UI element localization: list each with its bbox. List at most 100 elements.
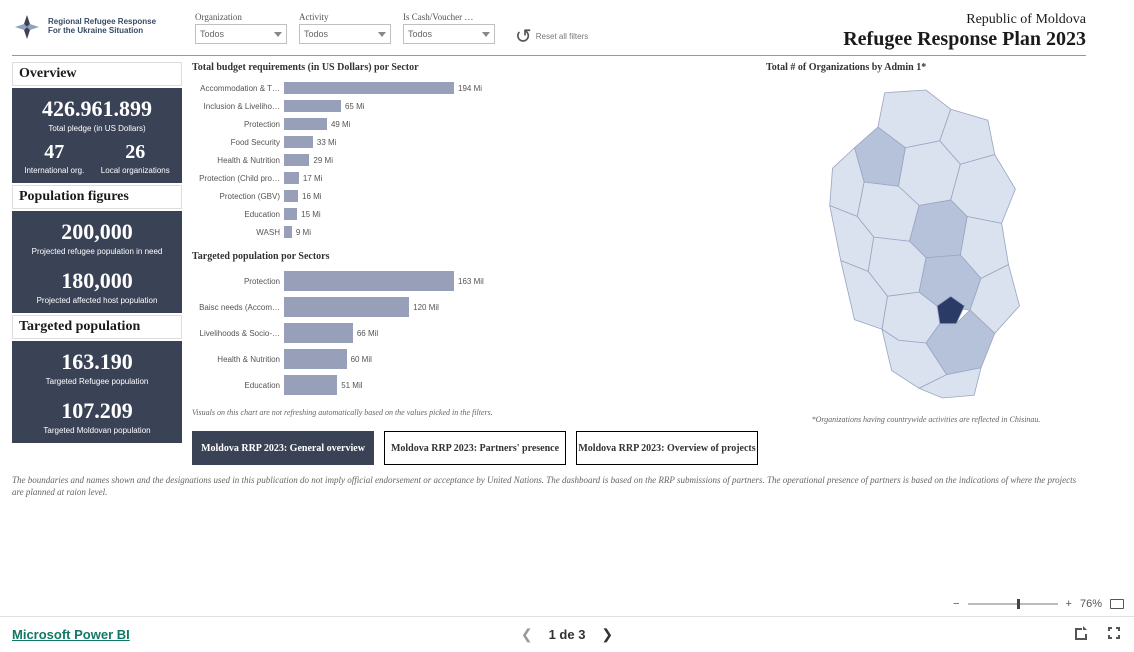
bar-row[interactable]: Protection 49 Mi — [192, 115, 758, 133]
bar-row[interactable]: WASH9 Mi — [192, 223, 758, 241]
powerbi-link[interactable]: Microsoft Power BI — [12, 627, 130, 642]
bar-fill — [284, 375, 337, 395]
tab-1[interactable]: Moldova RRP 2023: Partners' presence — [384, 431, 566, 465]
fullscreen-icon[interactable] — [1106, 625, 1122, 644]
bar-row[interactable]: Education51 Mil — [192, 372, 758, 398]
target-refugee-value: 163.190 — [16, 349, 178, 375]
population-chart-title: Targeted population por Sectors — [192, 251, 758, 262]
chevron-down-icon — [378, 32, 386, 37]
bar-label: Protection (GBV) — [192, 192, 284, 201]
chevron-down-icon — [482, 32, 490, 37]
bar-value: 15 Mi — [301, 210, 321, 219]
budget-chart[interactable]: Accommodation & T…194 MiInclusion & Live… — [192, 79, 758, 241]
zoom-thumb[interactable] — [1017, 599, 1020, 609]
bar-row[interactable]: Health & Nutrition 29 Mi — [192, 151, 758, 169]
filter-select[interactable]: Todos — [299, 24, 391, 44]
bar-track: 120 Mil — [284, 297, 758, 317]
tab-0[interactable]: Moldova RRP 2023: General overview — [192, 431, 374, 465]
share-icon[interactable] — [1072, 625, 1088, 644]
filter-value: Todos — [408, 29, 432, 39]
bar-row[interactable]: Inclusion & Liveliho…65 Mi — [192, 97, 758, 115]
bottom-bar: Microsoft Power BI ❮ 1 de 3 ❯ — [0, 616, 1134, 652]
local-org-stat: 26 Local organizations — [101, 141, 170, 175]
bar-row[interactable]: Protection (GBV) 16 Mi — [192, 187, 758, 205]
bar-track: 16 Mi — [284, 190, 758, 202]
header-main-title: Refugee Response Plan 2023 — [843, 28, 1086, 51]
bar-label: Health & Nutrition — [192, 355, 284, 364]
bar-track: 163 Mil — [284, 271, 758, 291]
bar-row[interactable]: Protection (Child pro… 17 Mi — [192, 169, 758, 187]
bar-row[interactable]: Education 15 Mi — [192, 205, 758, 223]
next-page-button[interactable]: ❯ — [601, 626, 613, 643]
bar-value: 49 Mi — [331, 120, 351, 129]
bar-value: 16 Mi — [302, 192, 322, 201]
map-visual[interactable] — [766, 79, 1086, 409]
bar-value: 17 Mi — [303, 174, 323, 183]
filter-label: Activity — [299, 12, 391, 22]
local-label: Local organizations — [101, 166, 170, 175]
moldova-map-icon — [781, 79, 1071, 409]
bar-track: 60 Mil — [284, 349, 758, 369]
bar-row[interactable]: Livelihoods & Socio-… 66 Mil — [192, 320, 758, 346]
population-chart[interactable]: Protection163 MilBaisc needs (Accom…120 … — [192, 268, 758, 398]
pop-refugee-label: Projected refugee population in need — [16, 247, 178, 256]
bar-track: 17 Mi — [284, 172, 758, 184]
bar-track: 194 Mi — [284, 82, 758, 94]
zoom-in-button[interactable]: + — [1066, 598, 1072, 610]
bar-value: 29 Mi — [313, 156, 333, 165]
filter-select[interactable]: Todos — [403, 24, 495, 44]
fit-to-page-button[interactable] — [1110, 599, 1124, 609]
pledge-label: Total pledge (in US Dollars) — [16, 124, 178, 133]
intl-label: International org. — [24, 166, 84, 175]
prev-page-button[interactable]: ❮ — [521, 626, 533, 643]
map-note: *Organizations having countrywide activi… — [766, 415, 1086, 424]
bar-label: Food Security — [192, 138, 284, 147]
bar-fill — [284, 323, 353, 343]
bar-label: Protection (Child pro… — [192, 174, 284, 183]
page-indicator: 1 de 3 — [549, 627, 586, 642]
population-header: Population figures — [12, 185, 182, 209]
zoom-out-button[interactable]: − — [953, 598, 959, 610]
bar-track: 66 Mil — [284, 323, 758, 343]
filter-value: Todos — [200, 29, 224, 39]
bar-row[interactable]: Health & Nutrition60 Mil — [192, 346, 758, 372]
bar-label: Protection — [192, 277, 284, 286]
bar-track: 51 Mil — [284, 375, 758, 395]
report-canvas: Regional Refugee Response For the Ukrain… — [0, 0, 1134, 615]
bar-label: Protection — [192, 120, 284, 129]
bar-track: 29 Mi — [284, 154, 758, 166]
bar-value: 66 Mil — [357, 329, 378, 338]
bar-label: Baisc needs (Accom… — [192, 303, 284, 312]
zoom-slider[interactable] — [968, 603, 1058, 605]
bar-fill — [284, 154, 309, 166]
bar-row[interactable]: Accommodation & T…194 Mi — [192, 79, 758, 97]
sidebar: Overview 426.961.899 Total pledge (in US… — [12, 62, 182, 465]
overview-header: Overview — [12, 62, 182, 86]
topbar: Regional Refugee Response For the Ukrain… — [12, 8, 1086, 56]
bar-fill — [284, 226, 292, 238]
bar-row[interactable]: Protection163 Mil — [192, 268, 758, 294]
map-title: Total # of Organizations by Admin 1* — [766, 62, 1086, 73]
zoom-bar: − + 76% — [953, 594, 1124, 614]
bar-fill — [284, 349, 347, 369]
filter-select[interactable]: Todos — [195, 24, 287, 44]
bar-fill — [284, 208, 297, 220]
bar-row[interactable]: Baisc needs (Accom…120 Mil — [192, 294, 758, 320]
bar-label: Livelihoods & Socio-… — [192, 329, 284, 338]
targeted-header: Targeted population — [12, 315, 182, 339]
reset-filters[interactable]: ↻ Reset all filters — [515, 24, 588, 49]
tab-2[interactable]: Moldova RRP 2023: Overview of projects — [576, 431, 758, 465]
pop-host-label: Projected affected host population — [16, 296, 178, 305]
pager: ❮ 1 de 3 ❯ — [521, 626, 613, 643]
filter-1: Activity Todos — [299, 12, 391, 44]
bar-row[interactable]: Food Security33 Mi — [192, 133, 758, 151]
reset-icon: ↻ — [515, 24, 532, 49]
chevron-down-icon — [274, 32, 282, 37]
bar-label: Accommodation & T… — [192, 84, 284, 93]
bar-label: Health & Nutrition — [192, 156, 284, 165]
bar-fill — [284, 271, 454, 291]
bar-track: 9 Mi — [284, 226, 758, 238]
reset-label: Reset all filters — [536, 32, 588, 41]
bar-label: Education — [192, 210, 284, 219]
disclaimer-text: The boundaries and names shown and the d… — [12, 475, 1086, 498]
